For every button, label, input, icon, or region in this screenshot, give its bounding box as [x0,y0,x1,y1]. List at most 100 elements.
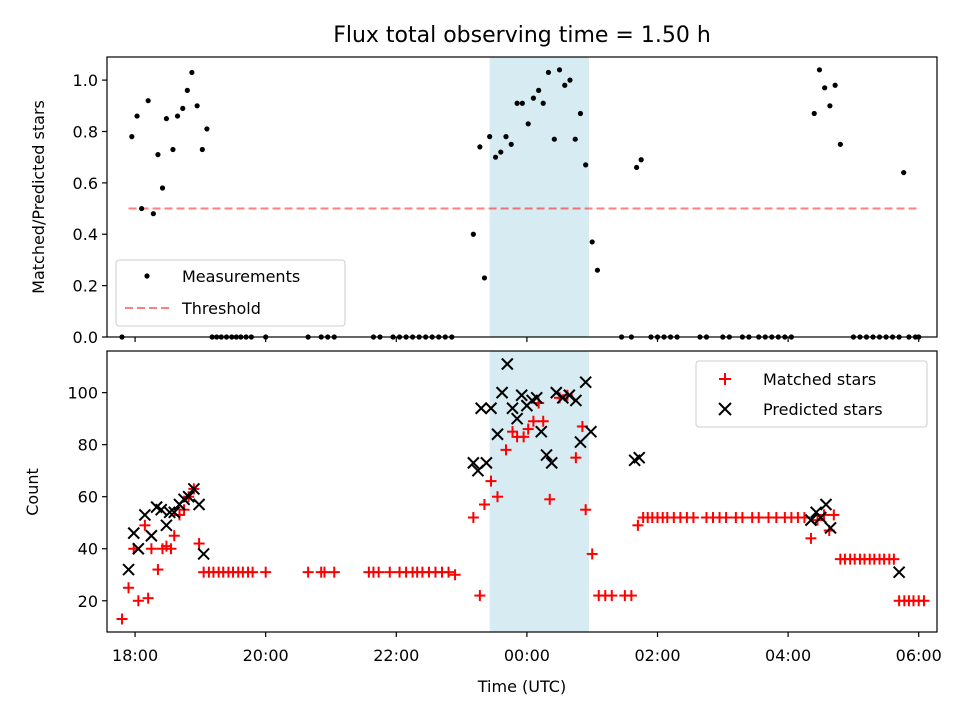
matched-star-point [485,475,497,487]
predicted-star-point [182,490,195,503]
measurement-point [470,231,476,237]
matched-star-point [193,538,205,550]
predicted-star-point [154,503,168,516]
predicted-legend-marker [718,402,732,416]
top-panel: Flux total observing time = 1.50 h 0.00.… [29,23,938,347]
measurement-point [837,141,843,147]
matched-star-point [522,423,534,435]
y-tick-label: 0.6 [73,174,98,193]
matched-star-point [580,504,592,516]
x-tick-label: 00:00 [504,646,550,665]
x-tick-label: 18:00 [112,646,158,665]
predicted-star-point [197,547,210,561]
predicted-star-point [127,526,140,540]
predicted-star-point [484,402,498,415]
predicted-star-point [160,519,173,532]
predicted-star-point [491,428,504,441]
y-tick-label: 1.0 [73,71,98,90]
predicted-star-point [515,389,528,402]
measurement-point [514,100,520,106]
measurement-point [159,185,166,191]
y-tick-label: 0.8 [73,122,98,141]
matched-star-point [302,566,314,578]
measurements-legend-label: Measurements [182,267,300,286]
predicted-star-point [510,412,524,425]
matched-star-point [527,415,539,427]
x-tick-label: 02:00 [634,646,680,665]
matched-legend-marker [719,373,731,385]
predicted-star-point [122,563,135,576]
measurement-point [492,154,499,160]
measurement-point [477,144,483,150]
measurement-point [150,211,156,217]
matched-star-point [165,543,177,555]
matched-star-point [736,512,748,524]
measurement-point [536,87,542,93]
matched-star-point [805,532,817,544]
measurement-point [155,152,161,158]
measurement-point [184,87,190,93]
measurement-point [530,95,537,101]
measurement-point [481,275,488,281]
matched-star-point [247,566,259,578]
bottom-legend: Matched stars Predicted stars [695,360,928,428]
measurement-point [811,110,817,117]
y-tick-label: 0.4 [73,225,98,244]
measurement-point [194,103,200,109]
measurement-point [139,205,145,212]
top-legend-box [115,259,346,327]
predicted-star-point [187,482,201,496]
predicted-star-point [545,456,558,470]
measurement-point [638,157,644,163]
y-tick-label: 0.0 [73,328,98,347]
y-tick-label: 20 [78,592,98,611]
measurement-point [556,67,563,73]
matched-star-point [260,566,272,578]
measurement-point [634,164,640,171]
predicted-star-point [467,456,480,470]
predicted-star-point [535,425,548,438]
predicted-star-point [474,402,488,415]
predicted-star-point [495,386,509,399]
matched-star-point [687,512,699,524]
matched-star-point [586,548,598,560]
measurement-point [170,146,176,153]
threshold-legend-label: Threshold [181,299,261,318]
measurement-point [567,77,573,83]
predicted-star-point [145,529,158,542]
measurement-point [487,134,493,140]
x-tick-label: 04:00 [765,646,811,665]
measurement-point [174,113,181,119]
measurement-point [189,69,195,76]
matched-star-point [625,590,637,602]
measurement-point [545,69,552,76]
predicted-star-point [633,451,646,464]
matched-star-point [918,595,930,607]
predicted-star-point [163,506,176,519]
predicted-star-point [138,508,152,522]
top-legend: Measurements Threshold [115,259,346,327]
matched-star-point [570,452,582,464]
predicted-star-point [540,448,553,462]
measurement-point [129,134,135,140]
predicted-star-point [814,511,827,524]
matched-star-point [474,590,486,602]
matched-legend-label: Matched stars [763,370,876,389]
matched-star-point [123,582,135,594]
predicted-star-point [579,376,592,389]
y-tick-label: 60 [78,488,98,507]
measurement-point [503,134,509,140]
bottom-shaded-region [489,351,589,632]
matched-star-point [443,566,455,578]
predicted-star-point [132,542,145,555]
bottom-y-axis-ticks: 20 40 60 80 100 [67,384,107,611]
measurement-point [519,100,525,106]
y-tick-label: 100 [67,384,98,403]
matched-star-point [500,444,512,456]
bottom-axes-frame [106,350,938,633]
measurement-point [827,103,833,109]
bottom-y-axis-label: Count [23,468,42,516]
matched-star-point [492,491,504,503]
measurement-point [498,149,504,155]
